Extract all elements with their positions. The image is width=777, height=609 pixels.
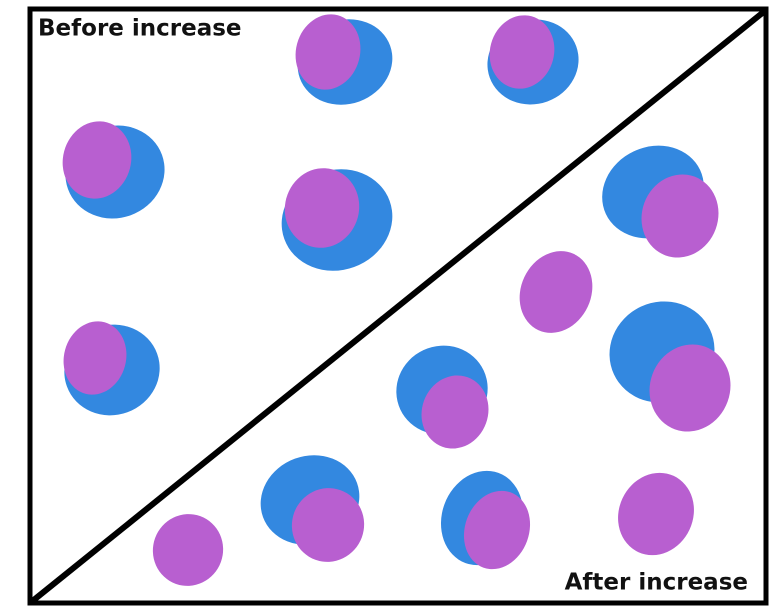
page: Before increase After increase (() => { … <box>0 0 777 609</box>
after-label: After increase <box>565 570 748 596</box>
diagram: Before increase After increase <box>0 0 777 609</box>
before-label: Before increase <box>38 16 242 42</box>
